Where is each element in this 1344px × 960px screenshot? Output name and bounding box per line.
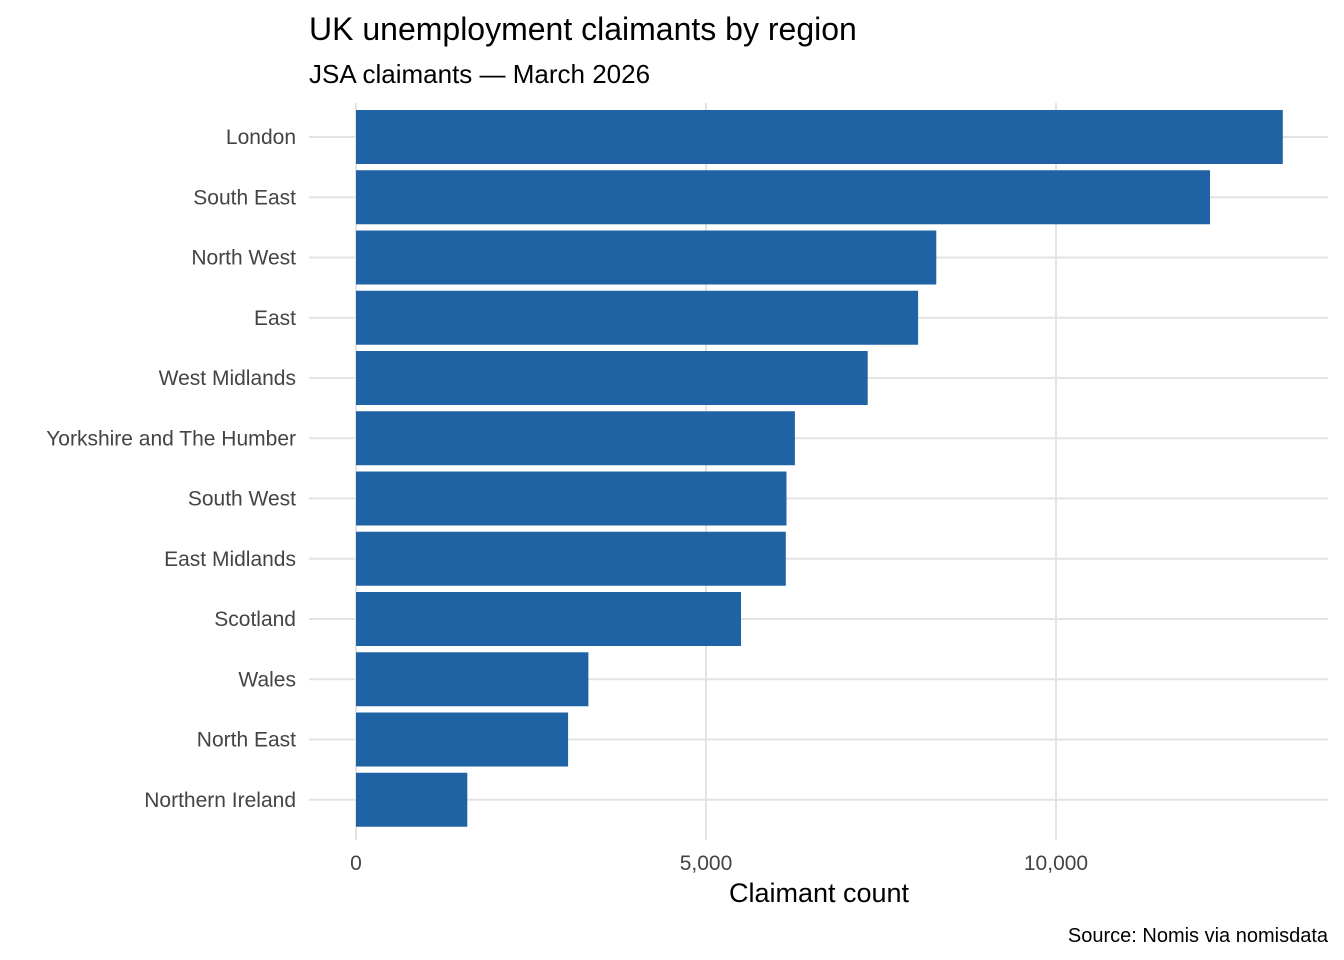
y-tick-label: Wales (238, 668, 296, 691)
y-tick-label: London (226, 126, 296, 149)
x-tick-label: 5,000 (680, 852, 733, 875)
bar (356, 351, 868, 405)
bar (356, 652, 589, 707)
bar (356, 471, 787, 526)
chart-subtitle: JSA claimants — March 2026 (309, 59, 650, 89)
chart-caption: Source: Nomis via nomisdata (1068, 925, 1329, 947)
chart-title: UK unemployment claimants by region (309, 11, 857, 47)
y-tick-label: North West (191, 247, 296, 270)
bar (356, 592, 741, 646)
y-tick-label: South East (193, 186, 296, 209)
x-axis-tick-labels: 0 5,000 10,000 (350, 852, 1088, 875)
x-axis-label: Claimant count (729, 878, 910, 908)
bar (356, 290, 919, 345)
bars (356, 110, 1283, 827)
y-tick-label: East Midlands (164, 548, 296, 571)
y-tick-label: Yorkshire and The Humber (46, 427, 296, 450)
bar (356, 411, 795, 466)
x-tick-label: 10,000 (1024, 852, 1088, 875)
bar (356, 772, 468, 827)
bar (356, 230, 937, 285)
bar (356, 712, 569, 767)
bar (356, 110, 1283, 164)
y-tick-label: Northern Ireland (144, 789, 296, 812)
x-tick-label: 0 (350, 852, 362, 875)
bar (356, 170, 1210, 225)
y-axis-tick-labels: London South East North West East West Midla… (46, 126, 296, 812)
y-tick-label: North East (197, 729, 296, 752)
bar (356, 531, 786, 586)
y-tick-label: West Midlands (159, 367, 296, 390)
y-tick-label: South West (188, 488, 296, 511)
y-tick-label: Scotland (214, 608, 296, 631)
y-tick-label: East (254, 307, 296, 330)
